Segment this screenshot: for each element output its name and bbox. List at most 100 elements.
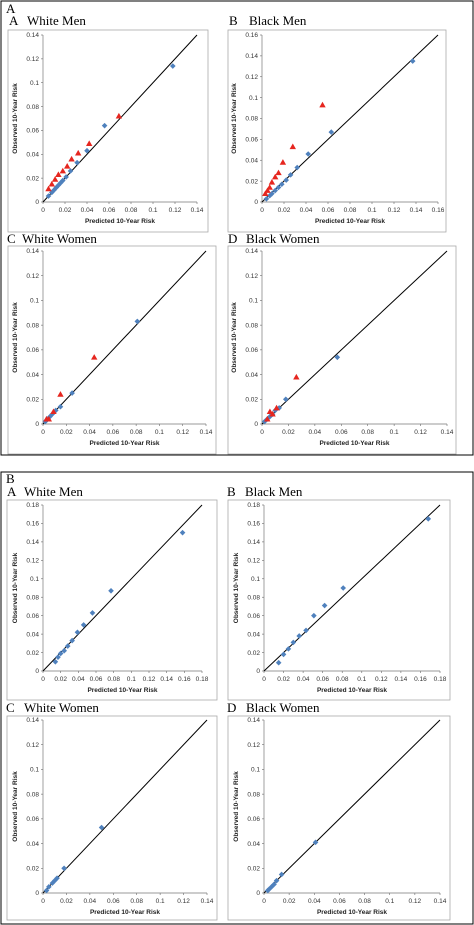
panel-title: Black Women [246,700,320,715]
diamond-point [283,177,289,183]
triangle-point [319,101,326,108]
triangle-point [64,163,71,169]
section-a-label: A [6,1,16,16]
x-axis-label: Predicted 10-Year Risk [89,440,159,447]
reference-line [42,719,208,894]
diamond-point [334,354,341,361]
y-tick-label: 0.12 [247,558,260,565]
y-tick-label: 0.06 [245,137,258,144]
panel-letter: C [7,231,16,246]
y-tick-label: 0.12 [26,273,39,280]
x-tick-label: 0.12 [177,898,190,905]
y-tick-label: 0 [254,199,258,206]
panel-frame [6,499,218,701]
triangle-point [279,159,287,165]
x-tick-label: 0.18 [196,676,209,683]
panel-letter: A [9,13,19,28]
y-tick-label: 0.14 [26,248,39,255]
diamond-point [273,877,280,884]
y-tick-label: 0.12 [26,742,39,749]
x-tick-label: 0.04 [297,676,310,683]
section-a-frame [0,0,474,456]
x-tick-label: 0.08 [361,429,374,436]
diamond-point [61,865,67,872]
section-a: A [0,0,474,456]
diamond-point [69,390,75,396]
x-tick-label: 0 [260,429,264,436]
diamond-point [266,886,272,893]
diamond-point [328,129,335,135]
y-tick-label: 0.04 [26,841,39,848]
x-tick-label: 0.1 [357,676,366,683]
diamond-point [51,187,57,193]
y-tick-label: 0.12 [245,74,258,81]
y-tick-label: 0.08 [245,116,258,123]
diamond-point [290,639,297,646]
diamond-point [340,585,346,591]
x-tick-label: 0.04 [83,429,96,436]
diamond-point [134,318,141,325]
x-tick-label: 0.08 [107,676,120,683]
x-tick-label: 0.14 [191,207,204,214]
reference-line [42,250,207,425]
y-tick-label: 0.06 [247,816,260,823]
x-tick-label: 0.04 [300,207,313,214]
y-axis-label: Observed 10-Year Risk [12,771,19,842]
x-tick-label: 0.08 [125,207,138,214]
x-tick-label: 0.1 [127,676,136,683]
x-tick-label: 0.06 [107,898,120,905]
y-tick-label: 0.08 [247,594,260,601]
x-tick-label: 0 [260,207,264,214]
triangle-point [272,173,279,180]
triangle-point [269,410,276,417]
diamond-point [51,877,58,884]
chart-b-black-men: 0 0.02 0.04 0.06 0.08 0.1 0.12 0.14 0.16 0.18 0 0.0… [233,502,447,694]
y-tick-label: 0.14 [245,248,258,255]
x-tick-label: 0 [41,429,45,436]
diamond-point [287,172,294,178]
panel-heading-b-black-women: D Black Women [227,700,320,715]
triangle-point [262,190,269,197]
x-tick-label: 0.04 [84,898,97,905]
y-tick-label: 0.08 [26,104,39,111]
diamond-point [409,58,416,64]
y-tick-label: 0.04 [247,841,260,848]
y-tick-label: 0.16 [247,521,260,528]
x-tick-label: 0.1 [385,898,394,905]
x-tick-label: 0 [41,207,45,214]
panel-heading-b-white-women: C White Women [6,700,99,715]
y-tick-label: 0.1 [251,767,260,774]
triangle-point [264,415,271,422]
y-tick-label: 0.04 [245,157,258,164]
x-tick-label: 0.04 [81,207,94,214]
y-tick-label: 0.18 [247,502,260,509]
x-tick-label: 0.06 [333,898,346,905]
diamond-point [268,884,275,890]
section-b-label: B [6,471,15,486]
triangle-point [50,408,57,415]
x-tick-label: 0.02 [277,676,290,683]
triangle-point [45,415,53,422]
panel-frame [6,715,218,921]
diamond-point [60,177,66,184]
diamond-point [296,633,302,639]
x-tick-label: 0.02 [283,898,296,905]
diamond-point [89,610,96,616]
diamond-point [74,629,81,636]
section-b: B [0,471,474,925]
x-axis-label: Predicted 10-Year Risk [90,909,160,916]
y-tick-label: 0.04 [26,631,39,638]
diamond-point [52,658,59,665]
y-tick-label: 0.12 [26,558,39,565]
panel-letter: C [6,700,15,715]
y-axis-label: Observed 10-Year Risk [233,771,240,842]
triangle-point [55,171,62,177]
y-tick-label: 0.12 [247,742,260,749]
y-tick-label: 0.08 [26,594,39,601]
chart-a-black-women: 0 0.02 0.04 0.06 0.08 0.1 0.12 0.14 0 0.02 0.04 0.0… [231,248,454,447]
diamond-point [45,193,52,199]
triangle-point [275,169,282,176]
diamond-point [261,418,268,425]
x-tick-label: 0.18 [434,676,447,683]
diamond-point [321,602,328,609]
